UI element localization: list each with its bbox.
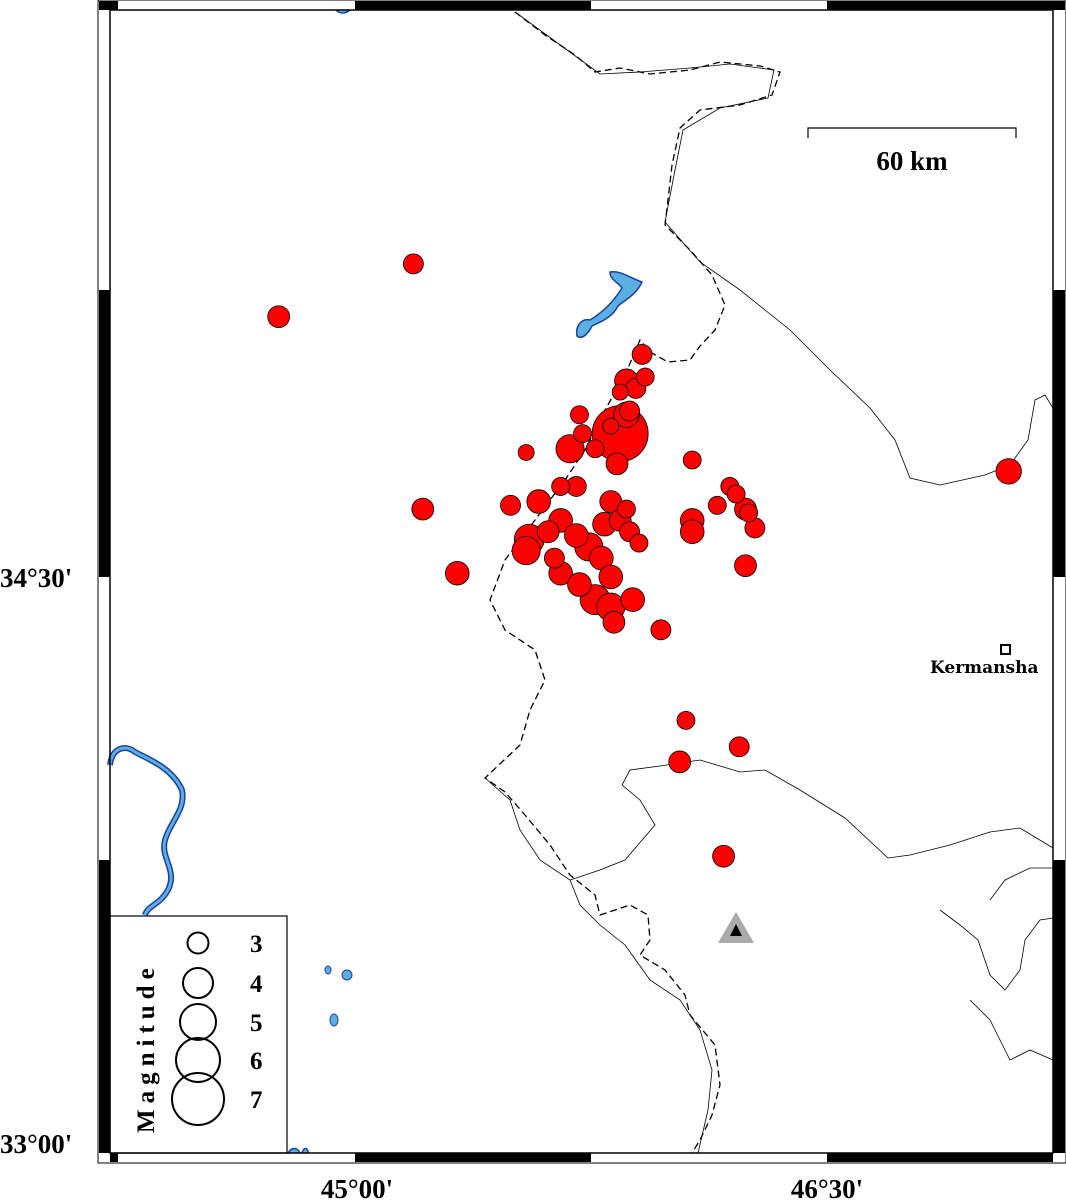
legend-label: 7 <box>250 1087 263 1114</box>
river <box>287 1147 309 1154</box>
river <box>108 746 185 916</box>
map-frame <box>97 0 1066 1164</box>
pond <box>324 965 332 975</box>
legend-circle <box>179 1003 217 1041</box>
province-border <box>569 759 1054 881</box>
earthquake-event[interactable] <box>650 619 672 641</box>
earthquake-event[interactable] <box>500 494 521 516</box>
earthquake-event[interactable] <box>995 458 1022 485</box>
earthquake-event[interactable] <box>712 844 735 868</box>
city-label: Kermansha <box>930 658 1038 678</box>
legend-circle <box>186 931 210 955</box>
earthquake-event[interactable] <box>734 554 757 578</box>
earthquake-events <box>267 253 1022 868</box>
earthquake-event[interactable] <box>555 434 585 464</box>
earthquake-event[interactable] <box>602 417 620 435</box>
water-bodies <box>107 9 644 1154</box>
y-tick-label: 33°00' <box>0 1129 72 1159</box>
legend-circle <box>182 967 214 999</box>
earthquake-event[interactable] <box>611 383 629 401</box>
magnitude-legend: Magnitude 3 4 5 6 7 <box>109 915 288 1154</box>
legend-circle <box>175 1037 221 1083</box>
scale-bar-line <box>807 127 1017 138</box>
lake <box>575 270 644 338</box>
earthquake-event[interactable] <box>570 405 589 425</box>
earthquake-event[interactable] <box>526 489 551 514</box>
earthquake-event[interactable] <box>511 536 541 566</box>
legend-title: Magnitude <box>133 962 160 1133</box>
legend-label: 5 <box>250 1010 263 1037</box>
y-tick-label: 34°30' <box>0 563 72 593</box>
pond <box>341 969 353 981</box>
earthquake-event[interactable] <box>585 439 605 459</box>
x-tick-label: 45°00' <box>321 1174 393 1201</box>
earthquake-event[interactable] <box>679 519 705 544</box>
earthquake-event[interactable] <box>707 495 727 515</box>
earthquake-event[interactable] <box>598 564 624 590</box>
earthquake-event[interactable] <box>676 710 696 730</box>
earthquake-event[interactable] <box>517 444 535 461</box>
earthquake-event[interactable] <box>620 587 645 612</box>
earthquake-event[interactable] <box>726 484 746 504</box>
pond <box>329 1013 339 1027</box>
legend-label: 6 <box>250 1048 263 1075</box>
earthquake-event[interactable] <box>573 424 592 444</box>
earthquake-event[interactable] <box>605 452 629 476</box>
city-square-icon <box>1000 644 1011 655</box>
station-inner-triangle-icon <box>730 924 742 936</box>
earthquake-event[interactable] <box>543 547 565 569</box>
station-marker[interactable] <box>718 912 754 943</box>
legend-label: 3 <box>250 931 263 958</box>
international-border <box>483 11 781 1154</box>
earthquake-event[interactable] <box>629 533 649 553</box>
earthquake-event[interactable] <box>402 253 424 275</box>
earthquake-event[interactable] <box>619 400 640 422</box>
earthquake-event[interactable] <box>411 497 435 521</box>
scale-bar: 60 km <box>807 127 1017 176</box>
earthquake-event[interactable] <box>267 305 291 329</box>
x-tick-label: 46°30' <box>791 1174 863 1201</box>
earthquake-event[interactable] <box>551 477 571 496</box>
province-border <box>484 777 713 1154</box>
earthquake-event[interactable] <box>445 560 470 586</box>
earthquake-event[interactable] <box>536 520 560 544</box>
earthquake-event[interactable] <box>567 572 592 597</box>
earthquake-event[interactable] <box>631 343 653 365</box>
earthquake-event[interactable] <box>739 503 759 523</box>
earthquake-event[interactable] <box>564 523 589 548</box>
earthquake-event[interactable] <box>728 736 750 758</box>
legend-label: 4 <box>250 971 263 998</box>
earthquake-event[interactable] <box>635 367 655 387</box>
earthquake-event[interactable] <box>668 750 692 774</box>
scale-bar-label: 60 km <box>876 146 948 176</box>
city-kermanshah: Kermansha <box>930 644 1038 678</box>
earthquake-event[interactable] <box>682 450 702 470</box>
province-border <box>939 867 1054 1061</box>
earthquake-event[interactable] <box>602 610 626 634</box>
earthquake-event[interactable] <box>617 499 636 519</box>
legend-circle <box>171 1072 225 1126</box>
